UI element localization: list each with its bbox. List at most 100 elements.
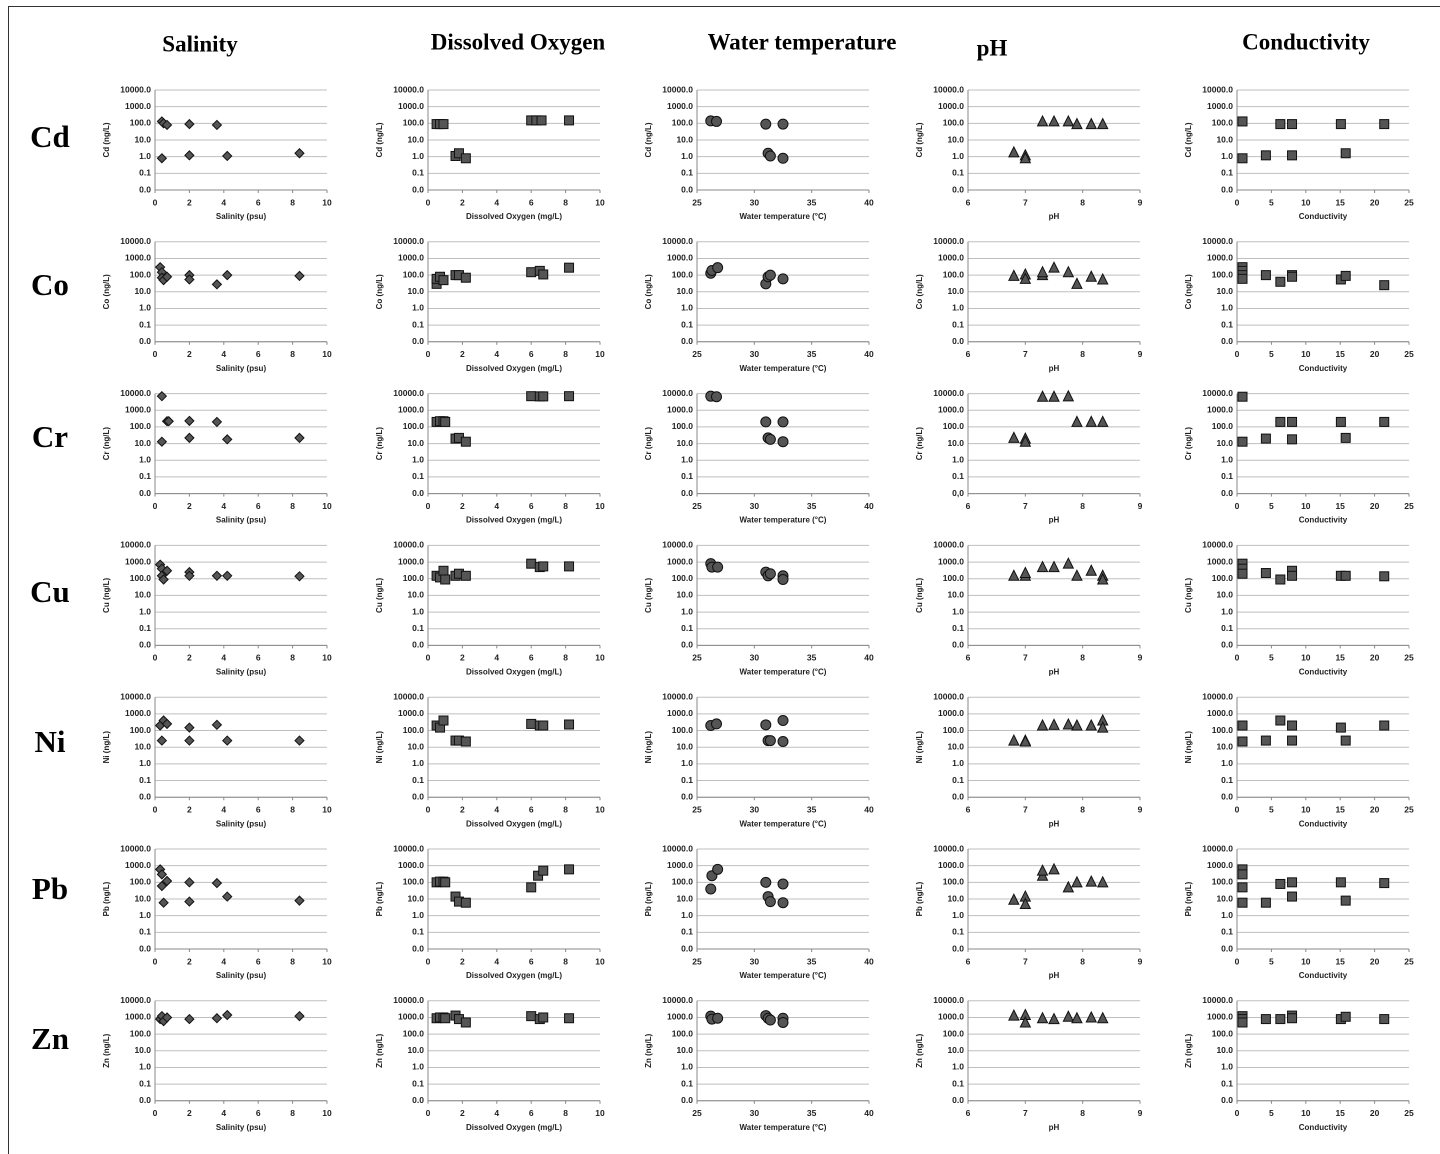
y-tick-label: 1.0: [1221, 1062, 1233, 1072]
marker: [1071, 415, 1083, 427]
x-tick-label: 9: [1138, 956, 1143, 966]
x-tick-label: 10: [1301, 956, 1311, 966]
y-axis-label: Cd (ng/L): [1184, 122, 1193, 157]
y-tick-label: 100.0: [1212, 118, 1234, 128]
y-tick-label: 0.0: [952, 184, 964, 194]
x-tick-label: 6: [529, 501, 534, 511]
marker: [777, 1016, 789, 1028]
y-axis-label: Cd (ng/L): [915, 122, 924, 157]
x-tick-label: 25: [692, 349, 702, 359]
marker: [1335, 119, 1346, 130]
marker: [1085, 875, 1098, 887]
marker: [1340, 570, 1351, 581]
x-tick-label: 30: [750, 653, 760, 663]
marker: [294, 148, 305, 159]
x-tick-label: 8: [290, 956, 295, 966]
marker: [1340, 270, 1351, 281]
x-tick-label: 9: [1138, 653, 1143, 663]
marker: [764, 269, 776, 281]
x-tick-label: 40: [864, 501, 874, 511]
marker: [460, 570, 471, 581]
marker: [536, 115, 547, 126]
x-tick-label: 20: [1370, 653, 1380, 663]
x-axis-label: pH: [1049, 212, 1060, 221]
scatter-chart: 0.0 0.1 1.0 10.0 100.0 1000.0 10000.0 0 5 10 15 20 2…: [1184, 388, 1414, 525]
y-tick-label: 0.1: [412, 319, 424, 329]
scatter-chart: 0.0 0.1 1.0 10.0 100.0 1000.0 10000.0 25 30 35 40 W…: [644, 691, 874, 828]
x-tick-label: 6: [966, 197, 971, 207]
y-tick-label: 0.0: [952, 943, 964, 953]
x-axis-label: pH: [1049, 1123, 1060, 1132]
scatter-chart: 0.0 0.1 1.0 10.0 100.0 1000.0 10000.0 6 7 8 9 pH Ni …: [915, 691, 1143, 828]
y-tick-label: 10000.0: [120, 843, 151, 853]
y-tick-label: 10.0: [947, 893, 964, 903]
scatter-chart: 0.0 0.1 1.0 10.0 100.0 1000.0 10000.0 6 7 8 9 pH Pb …: [915, 843, 1143, 980]
marker: [460, 153, 471, 164]
y-tick-label: 10.0: [407, 590, 424, 600]
marker: [1096, 875, 1109, 888]
x-tick-label: 4: [494, 653, 499, 663]
y-tick-label: 10000.0: [393, 236, 424, 246]
x-tick-label: 10: [1301, 1108, 1311, 1118]
x-tick-label: 15: [1335, 653, 1345, 663]
marker: [156, 436, 168, 447]
marker: [1062, 557, 1075, 569]
x-axis-label: Salinity (psu): [216, 516, 267, 525]
marker: [211, 1013, 223, 1024]
y-tick-label: 10000.0: [120, 236, 151, 246]
y-tick-label: 10000.0: [1202, 236, 1233, 246]
y-axis-label: Zn (ng/L): [102, 1033, 111, 1068]
y-tick-label: 10000.0: [662, 540, 693, 550]
x-tick-label: 6: [256, 349, 261, 359]
y-tick-label: 1000.0: [1207, 405, 1233, 415]
marker: [777, 714, 789, 726]
y-tick-label: 0.0: [1221, 1095, 1233, 1105]
marker: [1237, 568, 1248, 579]
scatter-chart: 0.0 0.1 1.0 10.0 100.0 1000.0 10000.0 0 2 4 6 8 10 Di…: [375, 691, 605, 828]
y-tick-label: 0.1: [681, 471, 693, 481]
marker: [156, 735, 168, 746]
y-axis-label: Co (ng/L): [1184, 274, 1193, 309]
y-tick-label: 1000.0: [125, 1012, 151, 1022]
y-tick-label: 0.1: [1221, 775, 1233, 785]
marker: [538, 1012, 549, 1023]
y-tick-label: 0.0: [681, 1095, 693, 1105]
y-tick-label: 100.0: [403, 269, 425, 279]
marker: [1019, 566, 1032, 579]
x-tick-label: 7: [1023, 1108, 1028, 1118]
y-tick-label: 1.0: [1221, 455, 1233, 465]
scatter-chart: 0.0 0.1 1.0 10.0 100.0 1000.0 10000.0 25 30 35 40 W…: [644, 995, 874, 1132]
row-label: Zn: [31, 1021, 69, 1056]
y-axis-label: Ni (ng/L): [375, 731, 384, 764]
marker: [1019, 151, 1032, 164]
scatter-chart: 0.0 0.1 1.0 10.0 100.0 1000.0 10000.0 0 2 4 6 8 10 Sa…: [102, 388, 332, 525]
marker: [1048, 114, 1060, 127]
x-tick-label: 40: [864, 349, 874, 359]
x-tick-label: 2: [187, 1108, 192, 1118]
marker: [777, 436, 789, 448]
marker: [440, 1013, 451, 1024]
x-tick-label: 20: [1370, 501, 1380, 511]
row-label: Pb: [32, 871, 68, 906]
marker: [1062, 389, 1075, 402]
y-tick-label: 0.0: [139, 640, 151, 650]
marker: [211, 119, 223, 131]
y-axis-label: Ni (ng/L): [644, 731, 653, 764]
marker: [777, 573, 789, 585]
x-tick-label: 20: [1370, 804, 1380, 814]
marker: [1085, 718, 1098, 731]
x-tick-label: 6: [529, 804, 534, 814]
y-tick-label: 0.0: [681, 184, 693, 194]
marker: [1096, 415, 1109, 427]
y-axis-label: Pb (ng/L): [102, 881, 111, 916]
marker: [1085, 117, 1098, 130]
x-tick-label: 15: [1335, 197, 1345, 207]
y-tick-label: 10.0: [134, 438, 151, 448]
marker: [184, 570, 195, 582]
y-tick-label: 10.0: [1216, 134, 1233, 144]
x-tick-label: 6: [966, 804, 971, 814]
y-tick-label: 0.1: [681, 168, 693, 178]
scatter-chart: 0,0 0.1 1.0 10.0 100.0 1000.0 10000.0 6 7 8 9 pH Cr …: [915, 388, 1143, 525]
y-tick-label: 10.0: [134, 590, 151, 600]
y-tick-label: 100.0: [130, 118, 152, 128]
